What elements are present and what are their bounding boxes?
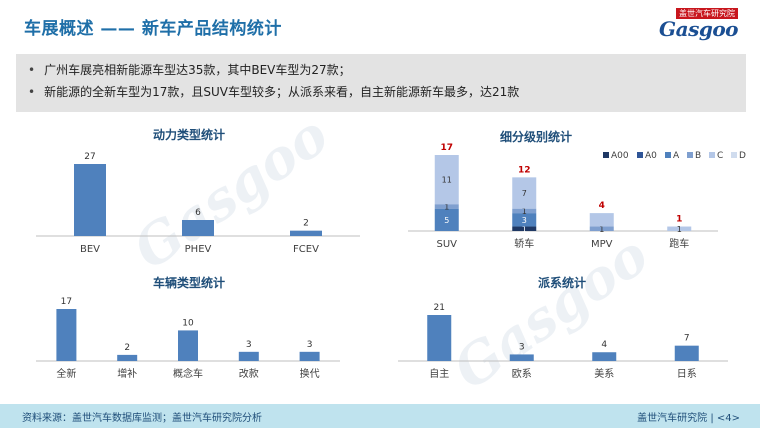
segment-label: 11 (442, 176, 452, 185)
tick-label: BEV (80, 244, 100, 255)
data-label: 2 (303, 219, 309, 229)
logo-subtitle: 盖世汽车研究院 (676, 8, 738, 19)
tick-label: 轿车 (514, 237, 534, 250)
tick-label: 概念车 (173, 367, 203, 380)
chart-origin: 派系统计 21 自主 3 欧系 4 美系 7 日系 (398, 272, 748, 398)
bar (117, 354, 138, 361)
data-label: 27 (84, 152, 95, 162)
stack-segment (667, 226, 692, 231)
legend-label: C (717, 151, 723, 161)
segment-label: 1 (599, 225, 604, 234)
tick-label: MPV (591, 239, 613, 250)
bar (674, 345, 699, 361)
chart-title: 车辆类型统计 (153, 276, 226, 290)
source-note: 资料来源：盖世汽车数据库监测；盖世汽车研究院分析 (22, 413, 262, 424)
segment-label: 5 (444, 216, 449, 225)
legend-label: B (695, 151, 701, 161)
stack-segment (512, 226, 537, 231)
tick-label: FCEV (293, 244, 319, 255)
gasgoo-logo: 盖世汽车研究院 Gasgoo (642, 8, 738, 41)
data-label: 2 (124, 343, 130, 353)
tick-label: PHEV (185, 244, 212, 255)
stack-segment (589, 226, 614, 231)
bar (290, 230, 322, 236)
data-label: 3 (307, 340, 313, 350)
tick-label: 换代 (300, 367, 320, 380)
tick-label: SUV (436, 239, 457, 250)
tick-label: 改款 (239, 367, 259, 380)
chart-svg: 27 BEV 6 PHEV 2 FCEV (36, 152, 360, 255)
tick-label: 增补 (117, 367, 137, 380)
legend-label: A00 (611, 151, 629, 161)
tick-label: 美系 (594, 367, 614, 380)
chart-svg: 21 自主 3 欧系 4 美系 7 日系 (398, 303, 728, 380)
stack-segment (589, 213, 614, 227)
bar (74, 164, 106, 236)
page-number: 盖世汽车研究院 | <4> (637, 413, 740, 424)
chart-segment-level: 细分级别统计 5 1 11 17 SUV 1 3 1 7 12 轿车 1 4 MPV 1 1 跑车 A00 A0 A B… (398, 126, 748, 254)
legend-swatch (603, 152, 609, 158)
bar (238, 351, 259, 361)
legend-swatch (709, 152, 715, 158)
stack-segment (512, 208, 537, 214)
data-label: 4 (601, 340, 607, 350)
bar (299, 351, 320, 361)
tick-label: 欧系 (512, 368, 532, 380)
segment-label: 1 (522, 225, 527, 234)
legend-label: D (739, 151, 746, 161)
data-label: 3 (246, 340, 252, 350)
data-label: 10 (182, 318, 194, 328)
segment-label: 3 (522, 216, 527, 225)
chart-vehicle-type: 车辆类型统计 17 全新 2 增补 10 概念车 3 改款 3 换代 (36, 272, 370, 398)
total-label: 1 (676, 215, 682, 225)
stack-segment (512, 213, 537, 227)
tick-label: 日系 (677, 368, 697, 380)
bar (56, 309, 77, 361)
chart-title: 细分级别统计 (500, 130, 573, 144)
tick-label: 跑车 (669, 237, 689, 250)
stack-segment (434, 155, 459, 205)
segment-label: 1 (444, 202, 449, 211)
summary-item: 新能源的全新车型为17款，且SUV车型较多；从派系来看，自主新能源新车最多，达2… (28, 81, 746, 103)
stack-segment (434, 204, 459, 209)
data-label: 6 (195, 208, 201, 218)
bar (509, 354, 534, 361)
bar (427, 315, 452, 361)
data-label: 7 (684, 334, 690, 344)
data-label: 3 (519, 342, 525, 352)
legend-swatch (687, 152, 693, 158)
tick-label: 全新 (56, 367, 76, 380)
bar (592, 352, 617, 361)
page-title: 车展概述 —— 新车产品结构统计 (24, 19, 282, 39)
legend-label: A0 (645, 151, 657, 161)
total-label: 12 (518, 165, 531, 175)
total-label: 4 (599, 201, 605, 211)
total-label: 17 (440, 143, 453, 153)
bar (178, 330, 198, 361)
segment-label: 1 (522, 207, 527, 216)
data-label: 17 (61, 297, 72, 307)
tick-label: 自主 (429, 367, 449, 380)
legend-swatch (665, 152, 671, 158)
data-label: 21 (434, 303, 445, 313)
chart-title: 动力类型统计 (153, 128, 226, 142)
segment-label: 1 (677, 225, 682, 234)
summary-box: 广州车展亮相新能源车型达35款，其中BEV车型为27款； 新能源的全新车型为17… (16, 54, 746, 112)
legend-swatch (637, 152, 643, 158)
logo-wordmark: Gasgoo (659, 17, 738, 41)
footer-bar: 资料来源：盖世汽车数据库监测；盖世汽车研究院分析 盖世汽车研究院 | <4> (0, 404, 760, 428)
bar (182, 220, 214, 236)
chart-title: 派系统计 (538, 276, 587, 290)
stack-segment (512, 177, 537, 209)
legend-swatch (731, 152, 737, 158)
segment-label: 7 (522, 189, 527, 198)
chart-svg: 17 全新 2 增补 10 概念车 3 改款 3 换代 (36, 297, 340, 380)
legend-label: A (673, 151, 680, 161)
stack-segment (434, 208, 459, 231)
chart-power-type: 动力类型统计 27 BEV 6 PHEV 2 FCEV (36, 126, 370, 255)
summary-item: 广州车展亮相新能源车型达35款，其中BEV车型为27款； (28, 59, 746, 81)
